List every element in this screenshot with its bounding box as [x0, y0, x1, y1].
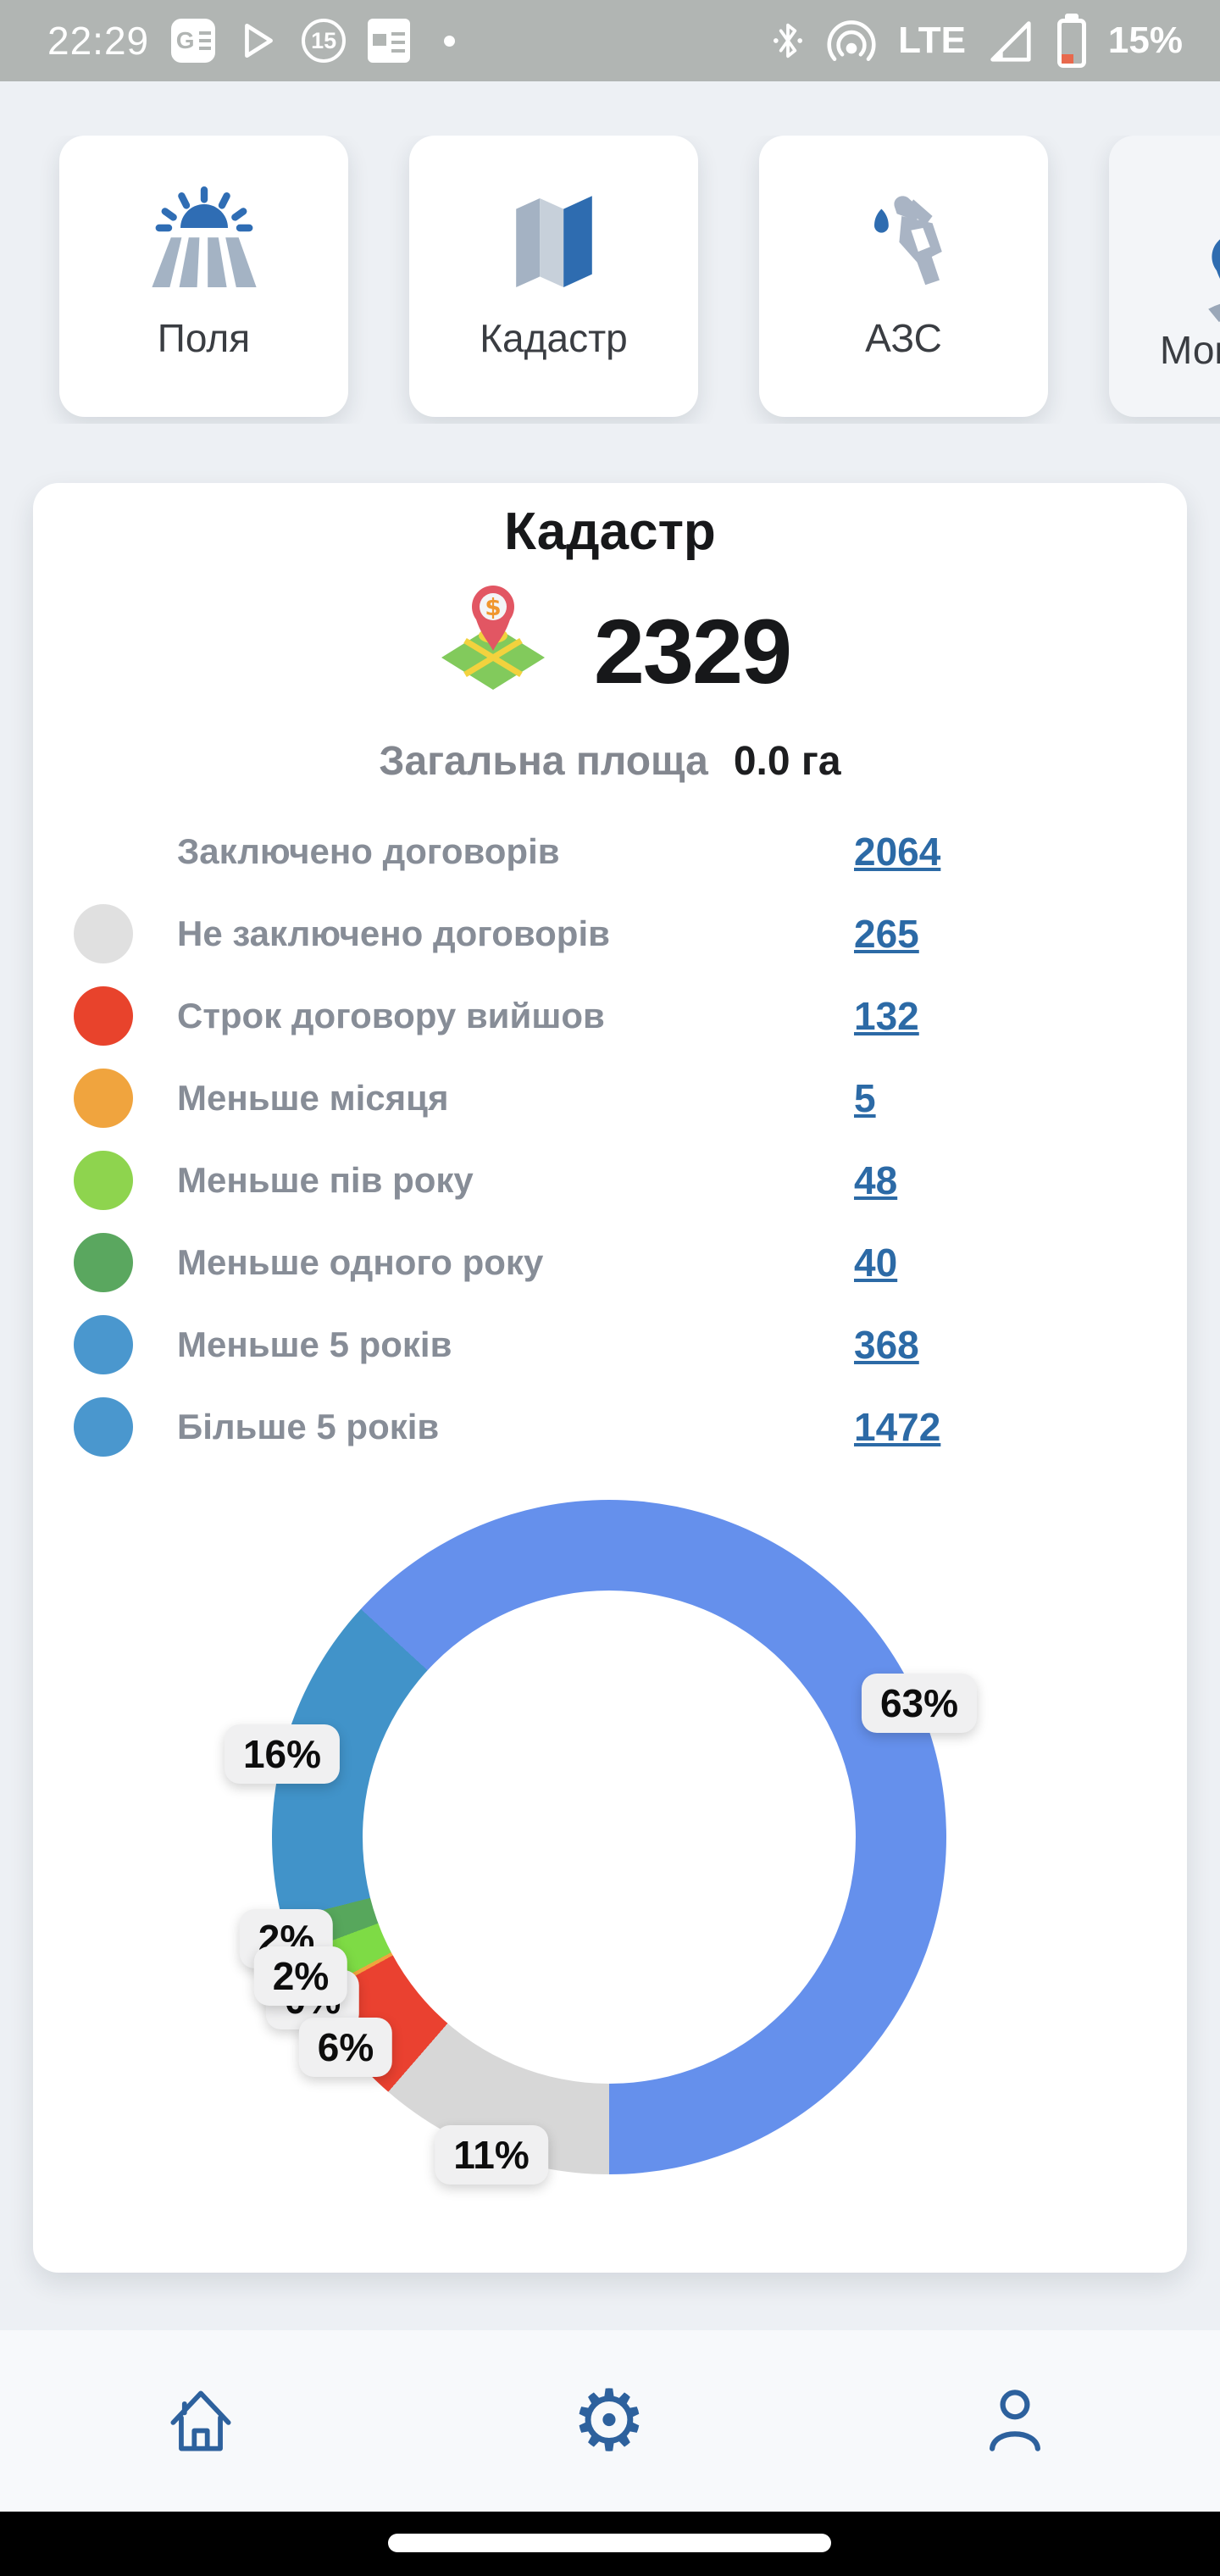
total-area-label: Загальна площа	[379, 739, 708, 784]
card-monitoring-label: Мон	[1160, 328, 1220, 372]
gesture-bar	[0, 2512, 1220, 2576]
pct-label-steelblue: 16%	[224, 1724, 341, 1784]
home-icon	[170, 2390, 231, 2451]
card-fields-label: Поля	[157, 316, 251, 360]
legend-dot-lightgreen	[74, 1150, 133, 1210]
hotspot-icon	[827, 20, 876, 62]
legend-value-link[interactable]: 1472	[854, 1404, 941, 1449]
legend-dot-red	[74, 985, 133, 1046]
bottom-nav: ⚙	[0, 2330, 1220, 2512]
notification-dot-icon	[444, 35, 456, 47]
cadastre-panel: Кадастр $ 2329 Загальна пл	[33, 483, 1187, 2273]
bluetooth-icon	[774, 23, 803, 58]
legend-value-link[interactable]: 132	[854, 993, 919, 1038]
legend-row-less-year: Меньше одного року 40	[33, 1221, 1187, 1303]
status-bar-right: LTE 15%	[771, 14, 1183, 68]
pct-label-red: 6%	[298, 2018, 393, 2077]
battery-icon	[1056, 14, 1086, 68]
card-fuel-label: АЗС	[865, 316, 942, 360]
legend-value-link[interactable]: 40	[854, 1240, 898, 1285]
status-bar: 22:29 G 15	[0, 0, 1220, 81]
play-store-icon	[245, 23, 274, 58]
legend-value-link[interactable]: 5	[854, 1075, 876, 1120]
total-area-value: 0.0 га	[733, 739, 841, 784]
clock: 22:29	[47, 19, 150, 63]
legend-value-link[interactable]: 48	[854, 1158, 898, 1202]
legend-row-expired: Строк договору вийшов 132	[33, 974, 1187, 1057]
legend-dot-green	[74, 1232, 133, 1292]
signal-strength-icon	[990, 21, 1031, 62]
folded-map-icon	[495, 176, 613, 303]
status-bar-left: 22:29 G 15	[47, 18, 456, 64]
legend-value-link[interactable]: 368	[854, 1322, 919, 1367]
home-button[interactable]	[150, 2370, 252, 2472]
total-parcels-count: 2329	[593, 599, 792, 702]
legend-dot-orange	[74, 1068, 133, 1128]
monitoring-pin-icon	[1175, 217, 1220, 344]
legend-dot-blue	[74, 1314, 133, 1374]
donut-hole	[363, 1591, 856, 2084]
panel-title: Кадастр	[504, 502, 716, 561]
legend-row-contracted: Заключено договорів 2064	[33, 810, 1187, 892]
card-cadastre[interactable]: Кадастр	[409, 136, 698, 417]
card-fuel-stations[interactable]: АЗС	[759, 136, 1048, 417]
legend-row-less-halfyear: Меньше пів року 48	[33, 1139, 1187, 1221]
pct-label-blue: 63%	[861, 1674, 978, 1733]
settings-button[interactable]: ⚙	[558, 2370, 660, 2472]
svg-text:$: $	[485, 593, 501, 621]
legend-list: Заключено договорів 2064 Не заключено до…	[33, 810, 1187, 1468]
gesture-pill[interactable]	[388, 2534, 831, 2552]
money-map-pin-icon: $	[430, 581, 557, 721]
card-cadastre-label: Кадастр	[480, 316, 628, 360]
notification-count-icon: 15	[302, 19, 347, 63]
legend-dot	[74, 822, 133, 881]
legend-row-less-5years: Меньше 5 років 368	[33, 1303, 1187, 1385]
fuel-nozzle-icon	[845, 176, 963, 303]
legend-dot-blue	[74, 1396, 133, 1457]
profile-button[interactable]	[964, 2370, 1066, 2472]
legend-value-link[interactable]: 2064	[854, 829, 941, 874]
network-type-label: LTE	[898, 19, 966, 61]
person-icon	[990, 2390, 1040, 2451]
pct-label-gray: 11%	[435, 2125, 548, 2185]
card-monitoring[interactable]: Мон	[1109, 136, 1220, 417]
app-cards-row: Поля Кадастр	[0, 136, 1220, 424]
calendar-notes-icon	[368, 19, 411, 63]
news-app-icon: G	[171, 19, 216, 63]
card-fields[interactable]: Поля	[59, 136, 348, 417]
legend-dot-gray	[74, 903, 133, 963]
legend-value-link[interactable]: 265	[854, 911, 919, 956]
field-sunrise-icon	[145, 176, 263, 303]
legend-row-not-contracted: Не заключено договорів 265	[33, 892, 1187, 974]
pct-label-lightgreen: 2%	[253, 1946, 348, 2006]
legend-row-more-5years: Більше 5 років 1472	[33, 1385, 1187, 1468]
gear-icon: ⚙	[571, 2371, 647, 2470]
legend-row-less-month: Меньше місяця 5	[33, 1057, 1187, 1139]
battery-percent-label: 15%	[1107, 19, 1183, 61]
total-area-row: Загальна площа 0.0 га	[33, 738, 1187, 785]
total-count-row: $ 2329	[33, 579, 1187, 723]
